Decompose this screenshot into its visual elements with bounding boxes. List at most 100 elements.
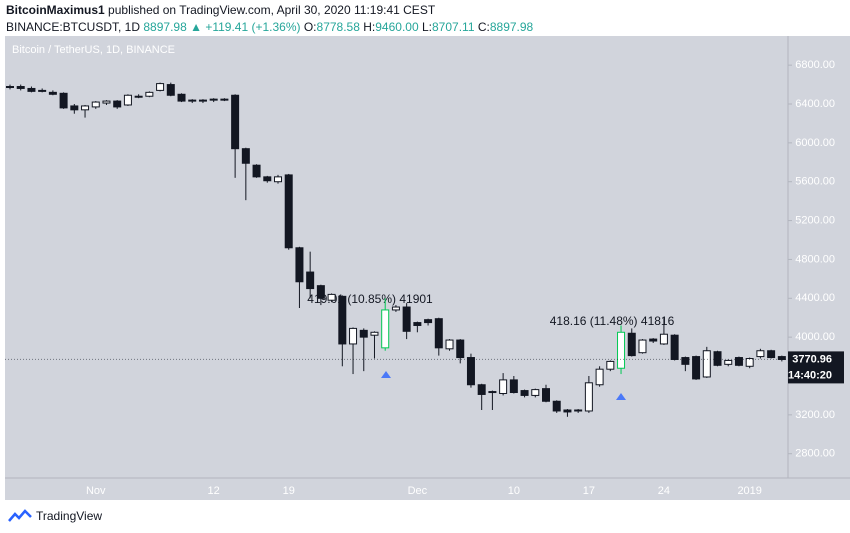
candle-body <box>381 309 390 349</box>
candle-body <box>627 332 636 357</box>
x-tick-label: Nov <box>86 485 106 497</box>
candle-body <box>113 100 122 108</box>
candle-body <box>209 98 218 101</box>
candle-body <box>456 339 465 359</box>
candle-body <box>284 174 293 249</box>
footer: TradingView <box>8 509 102 523</box>
ohlc-value: 8778.58 <box>316 20 360 34</box>
candle-body <box>424 319 433 324</box>
candle-body <box>509 379 518 394</box>
chart-title: Bitcoin / TetherUS, 1D, BINANCE <box>12 44 175 56</box>
candle-body <box>349 327 358 345</box>
candle-body <box>584 382 593 412</box>
candle-body <box>434 318 443 349</box>
candle-body <box>466 357 475 386</box>
change: ▲ +119.41 (+1.36%) <box>190 20 301 34</box>
candle-body <box>6 86 14 89</box>
candle-body <box>670 334 679 360</box>
candle-body <box>274 176 282 183</box>
candle-body <box>81 105 90 111</box>
ohlc-label: L: <box>421 20 432 34</box>
ohlc-value: 8707.11 <box>432 20 475 34</box>
candle-body <box>713 351 722 366</box>
candle-body <box>123 94 132 106</box>
candle-body <box>574 409 583 412</box>
x-tick-label: 12 <box>208 485 220 497</box>
y-tick-label: 6400.00 <box>795 98 835 110</box>
candle-body <box>659 333 668 345</box>
chart: Bitcoin / TetherUS, 1D, BINANCE 419.01 (… <box>5 36 850 500</box>
y-tick-label: 3200.00 <box>795 409 835 421</box>
y-tick-label: 5200.00 <box>795 214 835 226</box>
ohlc-value: 9460.00 <box>375 20 419 34</box>
candle-body <box>777 356 786 360</box>
last: 8897.98 <box>143 20 187 34</box>
ohlc-label: C: <box>477 20 490 34</box>
symbol: BINANCE:BTCUSDT, 1D <box>6 20 141 34</box>
candle-body <box>306 271 315 290</box>
y-tick-label: 4000.00 <box>795 331 835 343</box>
candle-body <box>241 148 250 164</box>
candle-body <box>70 105 79 111</box>
candle-body <box>638 339 647 354</box>
candle-body <box>220 98 229 101</box>
candle-body <box>413 322 422 326</box>
last-price-tag <box>788 351 844 384</box>
candle-body <box>27 87 36 92</box>
candle-body <box>134 95 143 98</box>
candle-body <box>745 358 754 367</box>
candle-body <box>91 101 100 108</box>
candle-body <box>756 350 765 358</box>
candle-body <box>477 384 486 395</box>
y-tick-label: 5600.00 <box>795 176 835 188</box>
signal-arrow <box>381 371 391 378</box>
x-tick-label: 2019 <box>737 485 761 497</box>
candle-body <box>552 400 561 412</box>
candle-body <box>156 83 165 91</box>
candle-body <box>102 100 111 104</box>
candle-body <box>166 84 175 96</box>
x-tick-label: 19 <box>283 485 295 497</box>
candle-body <box>188 99 197 102</box>
x-tick-label: 17 <box>583 485 595 497</box>
author[interactable]: BitcoinMaximus1 <box>6 3 105 17</box>
y-tick-label: 6800.00 <box>795 59 835 71</box>
candle-body <box>231 94 240 150</box>
ohlc-value: 8897.98 <box>489 20 534 34</box>
signal-arrow <box>616 393 626 400</box>
candle-body <box>445 339 454 350</box>
y-tick-label: 2800.00 <box>795 448 835 460</box>
annotation: 419.01 (10.85%) 41901 <box>307 292 433 306</box>
candle-body <box>734 357 743 366</box>
candle-body <box>488 391 497 394</box>
brand[interactable]: TradingView <box>36 509 103 523</box>
candle-body <box>263 176 272 182</box>
candle-body <box>370 331 379 336</box>
ohlc-label: H: <box>363 20 376 34</box>
candle-body <box>145 91 154 97</box>
candle-body <box>692 356 701 380</box>
candle-body <box>767 350 776 359</box>
candle-body <box>16 86 25 89</box>
x-tick-label: Dec <box>408 485 428 497</box>
candle-body <box>198 99 207 102</box>
candle-body <box>649 338 658 342</box>
y-tick-label: 4800.00 <box>795 253 835 265</box>
x-tick-label: 24 <box>658 485 670 497</box>
candle-body <box>617 331 626 369</box>
candle-body <box>59 92 68 109</box>
candle-body <box>48 91 57 95</box>
candle-body <box>177 93 186 102</box>
candle-body <box>402 306 411 332</box>
y-tick-label: 6000.00 <box>795 137 835 149</box>
y-tick-label: 4400.00 <box>795 292 835 304</box>
header: BitcoinMaximus1 published on TradingView… <box>6 2 533 36</box>
ohlc-label: O: <box>303 20 317 34</box>
published: published on TradingView.com, April 30, … <box>108 3 436 17</box>
candle-body <box>499 379 508 394</box>
candle-body <box>724 359 733 365</box>
candle-body <box>681 357 690 365</box>
countdown: 14:40:20 <box>788 369 832 381</box>
candle-body <box>702 350 711 378</box>
